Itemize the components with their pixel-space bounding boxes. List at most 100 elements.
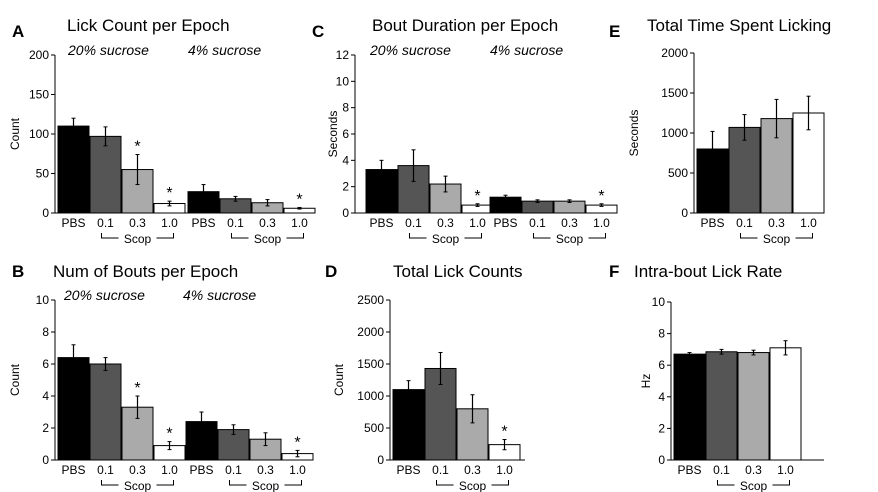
category-label: PBS — [61, 216, 85, 230]
scop-label-mask — [734, 482, 773, 490]
y-tick-label: 6 — [658, 358, 665, 372]
category-label: 1.0 — [593, 216, 610, 230]
scop-label: Scop — [556, 232, 584, 246]
scop-label-mask — [757, 235, 796, 243]
scop-label-mask — [118, 235, 157, 243]
category-label: PBS — [700, 216, 724, 230]
chart-title: Lick Count per Epoch — [67, 16, 230, 35]
category-label: 0.3 — [437, 216, 454, 230]
y-tick-label: 500 — [668, 166, 688, 180]
y-axis-label: Hz — [639, 374, 653, 389]
category-label: 1.0 — [161, 216, 178, 230]
y-tick-label: 150 — [29, 88, 49, 102]
scop-label-mask — [118, 482, 157, 490]
y-axis-label: Count — [8, 363, 22, 396]
y-tick-label: 1500 — [357, 357, 384, 371]
y-tick-label: 4 — [42, 389, 49, 403]
y-tick-label: 8 — [42, 325, 49, 339]
bar — [121, 169, 154, 214]
significance-star: * — [598, 188, 604, 205]
y-tick-label: 2 — [42, 421, 49, 435]
condition-label: 20% sucrose — [63, 287, 145, 303]
scop-label-mask — [426, 235, 465, 243]
bar — [737, 352, 770, 461]
category-label: 0.3 — [259, 216, 276, 230]
category-label: 0.1 — [227, 216, 244, 230]
y-axis-label: Seconds — [627, 110, 641, 157]
panel-letter-d: D — [325, 262, 337, 281]
significance-star: * — [134, 139, 140, 156]
category-label: PBS — [191, 216, 215, 230]
panel-letter-a: A — [12, 22, 24, 41]
category-label: 1.0 — [800, 216, 817, 230]
category-label: 0.3 — [129, 463, 146, 477]
significance-star: * — [166, 185, 172, 202]
panel-f: F Intra-bout Lick Rate Hz 0 2 4 6 8 10 PBS 0.1 0.3 1… — [609, 262, 824, 492]
y-axis-label: Seconds — [326, 111, 340, 158]
panel-d: D Total Lick Counts Count 0 500 1000 1500 2000 2… — [325, 262, 525, 492]
bar — [705, 351, 738, 461]
category-label: 0.3 — [745, 463, 762, 477]
chart-title: Bout Duration per Epoch — [372, 16, 558, 35]
chart-title: Total Time Spent Licking — [647, 16, 831, 35]
condition-label: 4% sucrose — [490, 42, 563, 58]
y-tick-label: 2000 — [661, 46, 688, 60]
chart-title: Total Lick Counts — [393, 262, 522, 281]
category-label: PBS — [396, 463, 420, 477]
bar — [673, 353, 706, 461]
category-label: PBS — [677, 463, 701, 477]
scop-label-mask — [248, 235, 287, 243]
category-label: PBS — [189, 463, 213, 477]
y-tick-label: 1500 — [661, 86, 688, 100]
scop-label: Scop — [763, 232, 791, 246]
y-tick-label: 1000 — [661, 126, 688, 140]
significance-star: * — [134, 380, 140, 397]
category-label: 0.1 — [713, 463, 730, 477]
y-tick-label: 10 — [652, 295, 666, 309]
category-label: 0.1 — [529, 216, 546, 230]
significance-star: * — [296, 191, 302, 208]
panel-letter-c: C — [312, 22, 324, 41]
category-label: 1.0 — [291, 216, 308, 230]
category-label: 1.0 — [777, 463, 794, 477]
chart-title: Num of Bouts per Epoch — [53, 262, 238, 281]
y-tick-label: 2000 — [357, 325, 384, 339]
scop-label: Scop — [740, 479, 768, 492]
category-label: 0.1 — [225, 463, 242, 477]
scop-label-mask — [453, 482, 492, 490]
scop-label-mask — [550, 235, 589, 243]
y-tick-label: 6 — [342, 127, 349, 141]
y-tick-label: 0 — [342, 206, 349, 220]
category-label: 0.1 — [736, 216, 753, 230]
bar — [57, 125, 90, 214]
bar — [392, 389, 425, 461]
y-tick-label: 0 — [42, 453, 49, 467]
scop-label: Scop — [254, 232, 282, 246]
y-tick-label: 12 — [336, 48, 350, 62]
y-tick-label: 0 — [681, 206, 688, 220]
y-axis-label: Count — [332, 363, 346, 396]
y-axis-label: Count — [8, 117, 22, 150]
bar — [57, 357, 90, 461]
y-tick-label: 10 — [36, 293, 50, 307]
y-tick-label: 50 — [36, 167, 50, 181]
y-tick-label: 0 — [658, 453, 665, 467]
y-tick-label: 8 — [658, 327, 665, 341]
y-tick-label: 200 — [29, 48, 49, 62]
condition-label: 20% sucrose — [369, 42, 451, 58]
category-label: PBS — [369, 216, 393, 230]
scop-label-mask — [246, 482, 285, 490]
significance-star: * — [294, 434, 300, 451]
significance-star: * — [501, 424, 507, 441]
y-tick-label: 8 — [342, 101, 349, 115]
significance-star: * — [474, 188, 480, 205]
y-tick-label: 4 — [342, 153, 349, 167]
y-tick-label: 2500 — [357, 293, 384, 307]
panel-b: B Num of Bouts per Epoch 20% sucrose 4% suc… — [8, 262, 314, 492]
category-label: 0.1 — [432, 463, 449, 477]
y-tick-label: 6 — [42, 357, 49, 371]
category-label: 1.0 — [496, 463, 513, 477]
scop-label: Scop — [432, 232, 460, 246]
bar — [89, 135, 122, 214]
